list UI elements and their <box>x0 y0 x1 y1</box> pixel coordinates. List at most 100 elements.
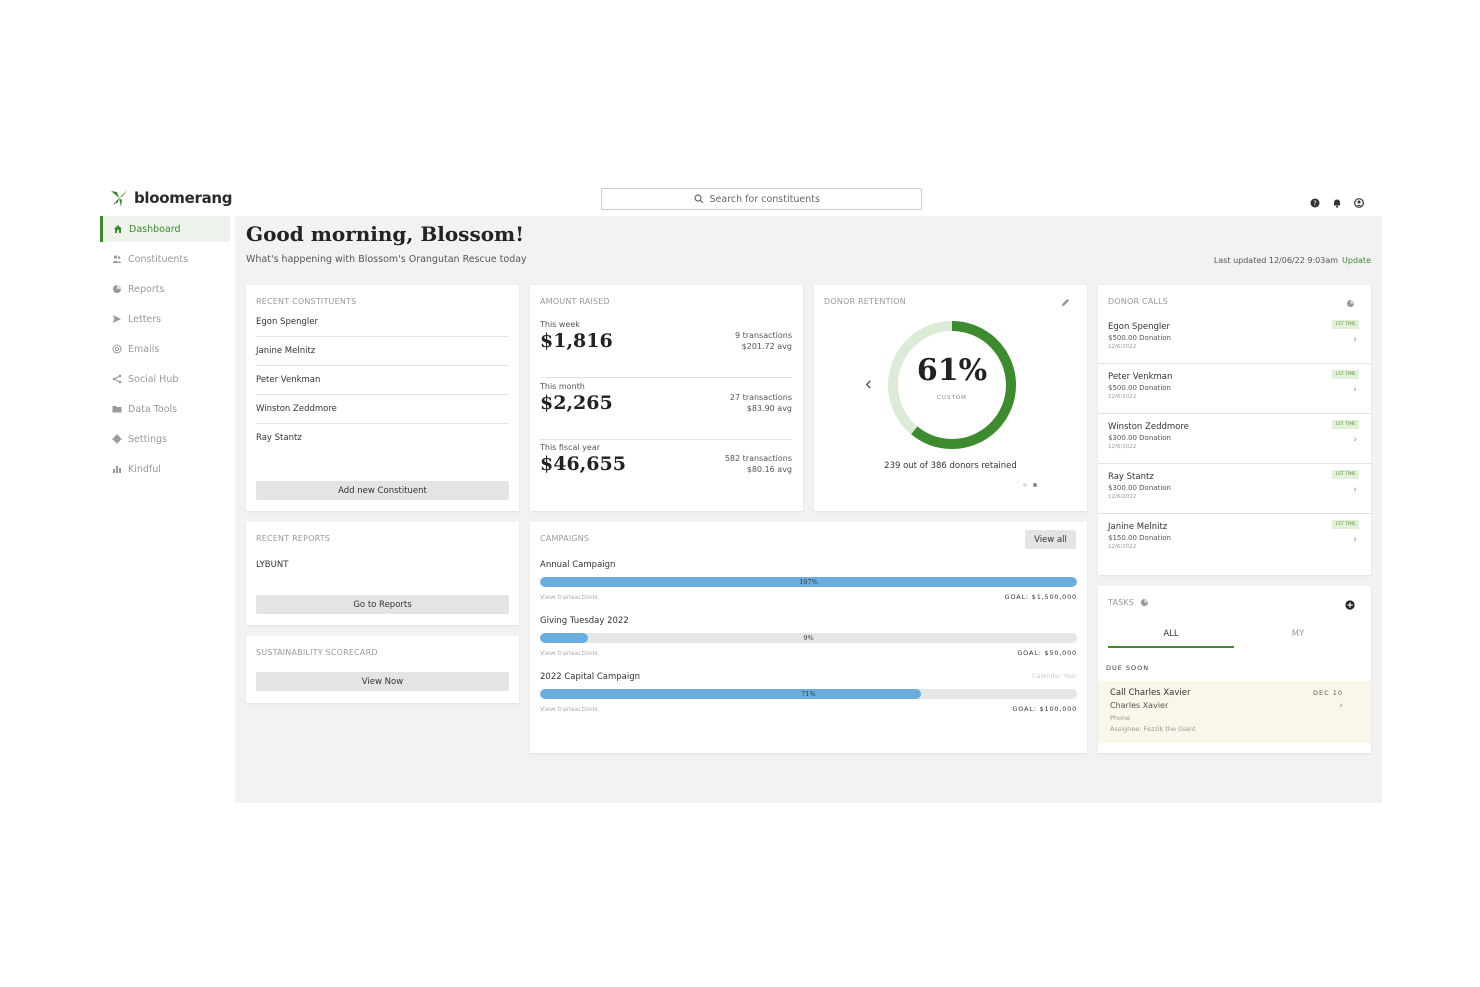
app-window: bloomerang ? Dashboard <box>100 180 1382 803</box>
amount-meta: 27 transactions $83.90 avg <box>730 392 792 414</box>
recent-constituents-card: RECENT CONSTITUENTS Egon Spengler Janine… <box>246 285 519 511</box>
list-item[interactable]: Ray Stantz <box>256 433 302 443</box>
search-box[interactable] <box>601 188 922 210</box>
sidebar-item-emails[interactable]: Emails <box>100 336 230 362</box>
amount-meta: 9 transactions $201.72 avg <box>735 330 792 352</box>
page-subtitle: What's happening with Blossom's Oranguta… <box>246 254 527 265</box>
list-item[interactable]: Peter Venkman <box>256 366 509 395</box>
tasks-title: TASKS <box>1108 598 1135 607</box>
card-title: DONOR CALLS <box>1108 297 1169 306</box>
sidebar-item-label: Emails <box>128 343 160 355</box>
pencil-icon[interactable] <box>1061 298 1070 307</box>
campaign-percent: 71% <box>801 690 816 698</box>
sidebar-item-data-tools[interactable]: Data Tools <box>100 396 230 422</box>
pie-icon[interactable] <box>1140 598 1149 607</box>
chevron-right-icon[interactable]: › <box>1339 701 1343 711</box>
list-item[interactable]: Egon Spengler <box>256 313 509 337</box>
view-all-button[interactable]: View all <box>1025 530 1076 549</box>
bloomerang-logo-icon <box>111 190 127 207</box>
svg-text:?: ? <box>1313 200 1317 208</box>
sidebar-item-social-hub[interactable]: Social Hub <box>100 366 230 392</box>
view-transactions-link[interactable]: View transactions <box>540 593 598 601</box>
user-icon[interactable] <box>1354 193 1364 208</box>
donor-retention-card: DONOR RETENTION 61% CUSTOM 239 out of 38… <box>814 285 1087 511</box>
add-constituent-button[interactable]: Add new Constituent <box>256 481 509 500</box>
view-transactions-link[interactable]: View transactions <box>540 649 598 657</box>
sustainability-scorecard-card: SUSTAINABILITY SCORECARD View Now <box>246 636 519 703</box>
avg-amount: $80.16 avg <box>746 465 792 474</box>
logo-text: bloomerang <box>134 189 233 207</box>
home-icon <box>114 225 122 233</box>
search-input[interactable] <box>709 193 830 205</box>
avg-amount: $83.90 avg <box>746 404 792 413</box>
donation-date: 12/6/2022 <box>1108 544 1137 550</box>
transactions-count: 27 transactions <box>729 393 792 402</box>
view-now-button[interactable]: View Now <box>256 672 509 691</box>
card-title: CAMPAIGNS <box>540 534 590 543</box>
view-transactions-link[interactable]: View transactions <box>540 705 598 713</box>
carousel-dot[interactable] <box>1023 483 1027 487</box>
donor-call-row[interactable]: Janine Melnitz $150.00 Donation 12/6/202… <box>1098 514 1371 564</box>
campaign-item: 2022 Capital Campaign Calendar Year 71% … <box>540 672 1077 728</box>
donation-amount: $500.00 Donation <box>1108 384 1171 392</box>
sidebar-item-label: Settings <box>128 433 167 445</box>
sidebar-item-reports[interactable]: Reports <box>100 276 230 302</box>
campaigns-card: CAMPAIGNS View all Annual Campaign 107% … <box>530 522 1087 753</box>
pie-icon <box>113 285 121 293</box>
task-item[interactable]: Call Charles Xavier Charles Xavier Phone… <box>1098 681 1371 743</box>
donation-date: 12/6/2022 <box>1108 444 1137 450</box>
list-item[interactable]: Janine Melnitz <box>256 337 509 366</box>
first-time-badge: 1ST TIME <box>1332 370 1359 379</box>
campaign-name: 2022 Capital Campaign <box>540 672 641 682</box>
campaign-percent: 107% <box>799 578 818 586</box>
sidebar-item-letters[interactable]: Letters <box>100 306 230 332</box>
list-item[interactable]: Winston Zeddmore <box>256 395 509 424</box>
add-task-icon[interactable] <box>1345 600 1355 610</box>
top-bar: bloomerang ? <box>100 180 1382 216</box>
tab-all[interactable]: ALL <box>1108 626 1234 648</box>
update-link[interactable]: Update <box>1342 256 1371 265</box>
task-person: Charles Xavier <box>1110 701 1169 710</box>
chevron-right-icon[interactable]: › <box>1353 335 1357 345</box>
sidebar-item-constituents[interactable]: Constituents <box>100 246 230 272</box>
retention-sub-label: CUSTOM <box>937 395 967 401</box>
sidebar-item-settings[interactable]: Settings <box>100 426 230 452</box>
at-icon <box>112 344 122 354</box>
sidebar-item-label: Letters <box>128 313 162 325</box>
pie-icon[interactable] <box>1346 299 1355 308</box>
campaign-progress-bar <box>540 633 1077 643</box>
folder-icon <box>112 406 122 413</box>
help-icon[interactable]: ? <box>1310 193 1320 208</box>
constituent-list: Egon Spengler Janine Melnitz Peter Venkm… <box>256 313 509 452</box>
chevron-right-icon[interactable]: › <box>1353 485 1357 495</box>
last-updated: Last updated 12/06/22 9:03am Update <box>1214 256 1371 265</box>
share-icon <box>112 374 122 384</box>
donor-call-row[interactable]: Peter Venkman $500.00 Donation 12/6/2022… <box>1098 364 1371 414</box>
sidebar-item-label: Kindful <box>128 463 161 475</box>
sidebar-item-kindful[interactable]: Kindful <box>100 456 230 482</box>
go-to-reports-button[interactable]: Go to Reports <box>256 595 509 614</box>
people-icon <box>112 255 122 263</box>
bell-icon[interactable] <box>1332 193 1342 208</box>
amount-value: $2,265 <box>540 392 613 414</box>
donor-call-row[interactable]: Winston Zeddmore $300.00 Donation 12/6/2… <box>1098 414 1371 464</box>
chevron-right-icon[interactable]: › <box>1353 385 1357 395</box>
chevron-right-icon[interactable]: › <box>1353 535 1357 545</box>
sidebar-item-label: Reports <box>128 283 165 295</box>
donation-amount: $150.00 Donation <box>1108 534 1171 542</box>
donation-amount: $300.00 Donation <box>1108 434 1171 442</box>
donor-call-row[interactable]: Ray Stantz $300.00 Donation 12/6/2022 1S… <box>1098 464 1371 514</box>
tab-my[interactable]: MY <box>1291 629 1305 639</box>
retention-donut: 61% CUSTOM <box>882 315 1022 455</box>
first-time-badge: 1ST TIME <box>1332 420 1359 429</box>
chevron-right-icon[interactable]: › <box>1353 435 1357 445</box>
carousel-dot-active[interactable] <box>1033 483 1037 487</box>
chevron-left-icon[interactable] <box>864 379 873 390</box>
sidebar-item-dashboard[interactable]: Dashboard <box>100 216 230 242</box>
first-time-badge: 1ST TIME <box>1332 520 1359 529</box>
campaign-percent: 9% <box>803 634 814 642</box>
report-item[interactable]: LYBUNT <box>256 560 289 570</box>
logo[interactable]: bloomerang <box>108 188 233 208</box>
donor-call-row[interactable]: Egon Spengler $500.00 Donation 12/6/2022… <box>1098 314 1371 364</box>
first-time-badge: 1ST TIME <box>1332 320 1359 329</box>
